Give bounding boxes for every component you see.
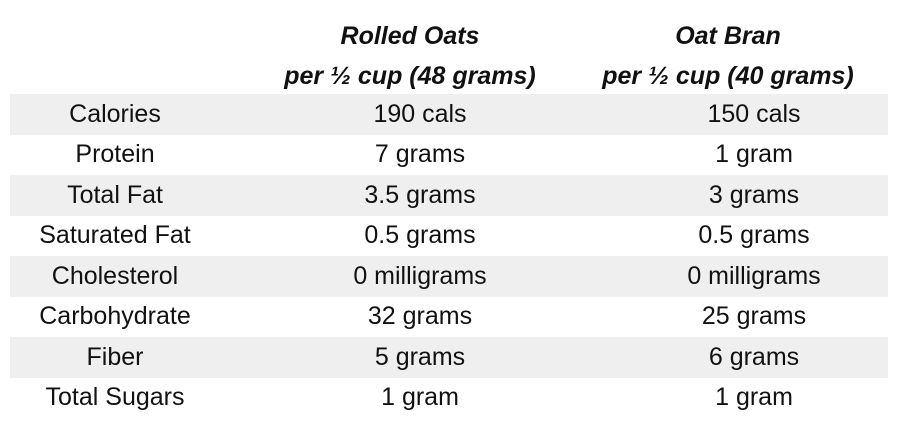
row-label: Cholesterol — [51, 261, 179, 290]
column-title: Rolled Oats — [340, 22, 480, 50]
table-row: Fiber 5 grams 6 grams — [10, 337, 888, 378]
column-header-rolled-oats: Rolled Oats per ½ cup (48 grams) — [260, 16, 560, 96]
oat-bran-value: 1 gram — [715, 383, 793, 412]
rolled-oats-value: 190 cals — [373, 99, 467, 128]
row-label: Carbohydrate — [39, 302, 191, 331]
row-label: Saturated Fat — [39, 221, 191, 250]
row-label: Total Fat — [67, 180, 163, 209]
oat-bran-value: 1 gram — [715, 140, 793, 169]
rolled-oats-value: 0.5 grams — [364, 221, 476, 250]
nutrition-comparison-table: Rolled Oats per ½ cup (48 grams) Oat Bra… — [10, 0, 888, 418]
oat-bran-value: 0.5 grams — [698, 221, 810, 250]
oat-bran-value: 3 grams — [708, 180, 800, 209]
table-row: Calories 190 cals 150 cals — [10, 94, 888, 135]
table-row: Protein 7 grams 1 gram — [10, 135, 888, 176]
row-label: Protein — [75, 140, 155, 169]
oat-bran-value: 0 milligrams — [687, 261, 821, 290]
column-subtitle: per ½ cup (48 grams) — [284, 62, 536, 90]
oat-bran-value: 150 cals — [707, 99, 801, 128]
column-header-oat-bran: Oat Bran per ½ cup (40 grams) — [578, 16, 878, 96]
oat-bran-value: 25 grams — [701, 302, 807, 331]
table-row: Carbohydrate 32 grams 25 grams — [10, 297, 888, 338]
table-row: Total Fat 3.5 grams 3 grams — [10, 175, 888, 216]
rolled-oats-value: 7 grams — [374, 140, 466, 169]
rolled-oats-value: 32 grams — [367, 302, 473, 331]
rolled-oats-value: 0 milligrams — [353, 261, 487, 290]
column-title: Oat Bran — [675, 22, 781, 50]
oat-bran-value: 6 grams — [708, 342, 800, 371]
rolled-oats-value: 3.5 grams — [364, 180, 476, 209]
rolled-oats-value: 1 gram — [381, 383, 459, 412]
rolled-oats-value: 5 grams — [374, 342, 466, 371]
table-row: Saturated Fat 0.5 grams 0.5 grams — [10, 216, 888, 257]
row-label: Fiber — [86, 342, 144, 371]
row-label: Calories — [69, 99, 161, 128]
table-row: Total Sugars 1 gram 1 gram — [10, 378, 888, 419]
table-header: Rolled Oats per ½ cup (48 grams) Oat Bra… — [10, 0, 888, 94]
column-subtitle: per ½ cup (40 grams) — [602, 62, 854, 90]
table-row: Cholesterol 0 milligrams 0 milligrams — [10, 256, 888, 297]
row-label: Total Sugars — [45, 383, 185, 412]
